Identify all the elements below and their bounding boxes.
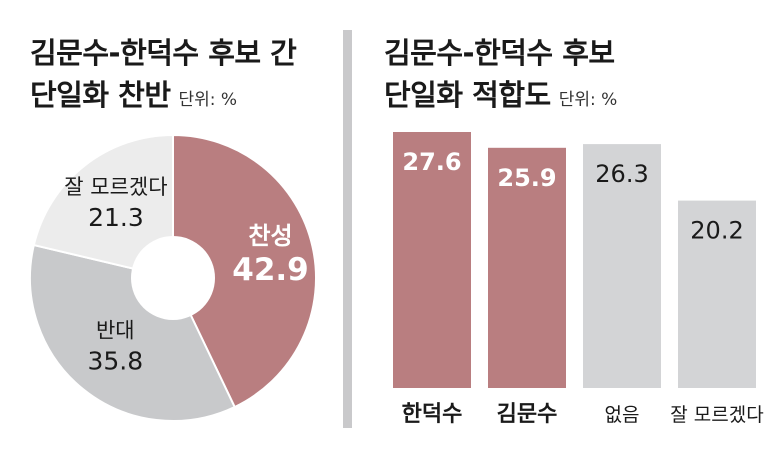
- bar-group: 27.6 한덕수 25.9 김문수 26.3 없음 20.2 잘 모르겠다: [393, 132, 764, 427]
- bar-category-1: 김문수: [497, 402, 558, 427]
- donut-slice-0: [172, 133, 317, 409]
- bar-category-2: 없음: [605, 404, 640, 426]
- donut-title-line1: 김문수-한덕수 후보 간: [30, 36, 297, 70]
- bar-title-text: 단일화 적합도: [384, 78, 551, 112]
- donut-value-1: 35.8: [87, 347, 143, 376]
- bar-3: [678, 200, 756, 388]
- bar-value-0: 27.6: [402, 148, 461, 176]
- donut-title-text: 단일화 찬반: [30, 78, 171, 112]
- panel-divider: [343, 30, 352, 428]
- donut-label-1: 반대: [96, 319, 135, 343]
- donut-hole: [131, 236, 215, 320]
- bar-panel: 김문수-한덕수 후보 단일화 적합도 단위: % 27.6 한덕수 25.9 김문수 26…: [360, 0, 780, 456]
- donut-title-line2: 단일화 찬반 단위: %: [30, 74, 237, 121]
- donut-slices: [29, 133, 317, 422]
- bar-category-0: 한덕수: [402, 402, 463, 427]
- bar-category-3: 잘 모르겠다: [670, 404, 763, 426]
- donut-value-0: 42.9: [232, 252, 309, 288]
- bar-value-3: 20.2: [690, 217, 743, 245]
- donut-label-2: 잘 모르겠다: [64, 175, 167, 199]
- bar-chart: 27.6 한덕수 25.9 김문수 26.3 없음 20.2 잘 모르겠다: [393, 132, 764, 427]
- donut-slice-1: [29, 243, 237, 422]
- bar-value-1: 25.9: [497, 164, 556, 192]
- donut-panel: 김문수-한덕수 후보 간 단일화 찬반 단위: % 찬성 42.9 반대 35.8 잘 모…: [0, 0, 340, 456]
- donut-label-0: 찬성: [248, 222, 292, 250]
- donut-slice-2: [32, 133, 174, 280]
- donut-unit-label: 단위: %: [178, 90, 238, 110]
- bar-title-line1: 김문수-한덕수 후보: [384, 36, 615, 70]
- bar-2: [583, 144, 661, 388]
- donut-value-2: 21.3: [88, 203, 144, 232]
- bar-value-2: 26.3: [595, 160, 648, 188]
- bar-1: [488, 147, 566, 388]
- bar-title-line2: 단일화 적합도 단위: %: [384, 74, 617, 121]
- bar-0: [393, 132, 471, 388]
- bar-unit-label: 단위: %: [558, 90, 618, 110]
